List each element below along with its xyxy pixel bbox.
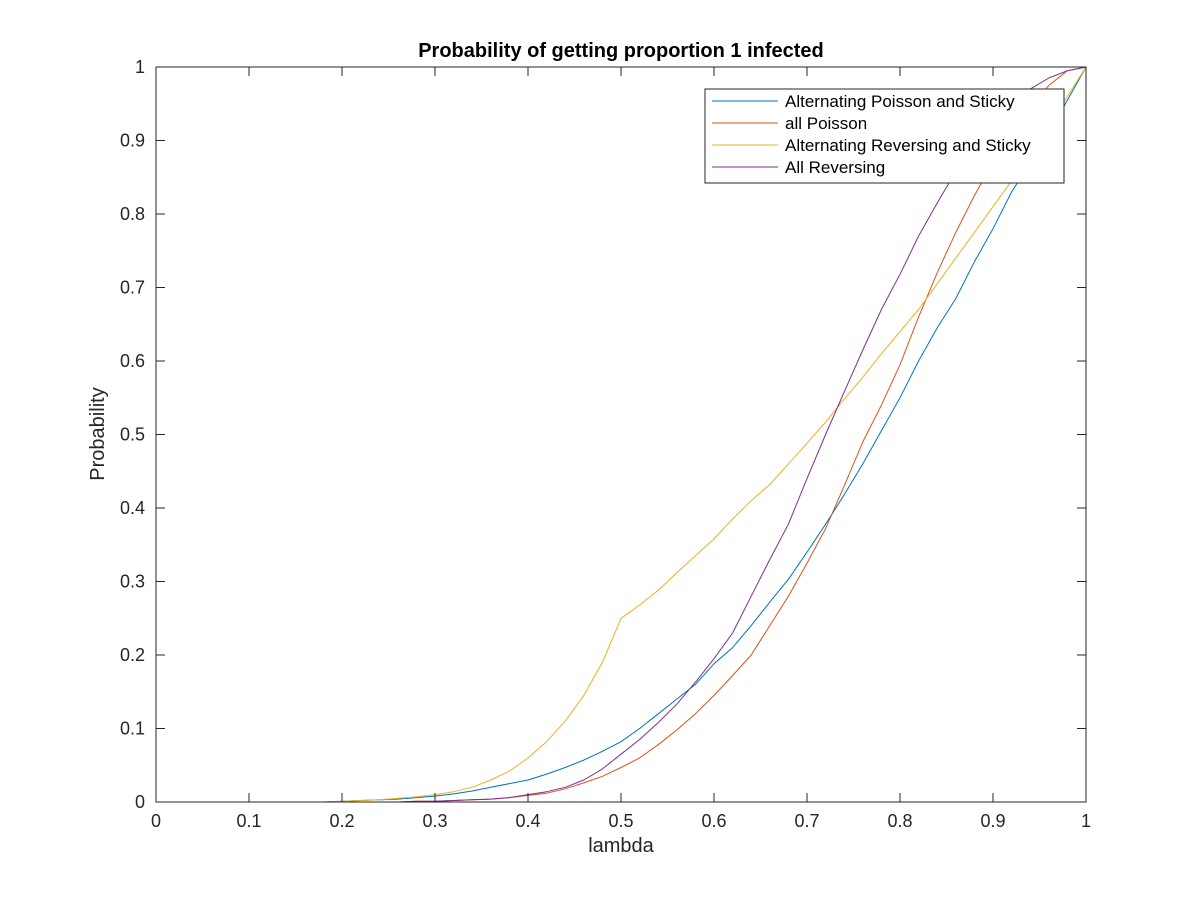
y-tick-label: 0.7	[120, 278, 145, 298]
y-tick-label: 0.3	[120, 572, 145, 592]
y-tick-label: 0.2	[120, 645, 145, 665]
x-tick-label: 0.4	[515, 811, 540, 831]
chart-title: Probability of getting proportion 1 infe…	[418, 40, 824, 62]
x-axis-label: lambda	[588, 835, 654, 857]
x-tick-label: 0.3	[422, 811, 447, 831]
legend-label: All Reversing	[785, 158, 885, 177]
y-axis-label: Probability	[87, 387, 109, 480]
y-tick-label: 0.1	[120, 719, 145, 739]
plot-area	[156, 67, 1086, 802]
y-tick-label: 0.9	[120, 131, 145, 151]
y-tick-label: 0.4	[120, 498, 145, 518]
tick-labels: 0 0.1 0.2 0.3 0.4 0.5 0.6 0.7 0.8 0.9 1 0 0.1 0.2 0.3 0…	[120, 57, 1091, 831]
y-tick-label: 1	[135, 57, 145, 77]
x-tick-label: 0.1	[236, 811, 261, 831]
x-tick-label: 0.2	[329, 811, 354, 831]
y-tick-label: 0.8	[120, 204, 145, 224]
legend-label: all Poisson	[785, 114, 867, 133]
legend: Alternating Poisson and Sticky all Poisso…	[704, 88, 1065, 184]
legend-label: Alternating Poisson and Sticky	[785, 92, 1015, 111]
legend-label: Alternating Reversing and Sticky	[785, 136, 1031, 155]
x-tick-label: 0.7	[794, 811, 819, 831]
x-tick-label: 0.6	[701, 811, 726, 831]
y-tick-label: 0.6	[120, 351, 145, 371]
x-tick-label: 0.5	[608, 811, 633, 831]
x-tick-label: 1	[1081, 811, 1091, 831]
y-tick-label: 0.5	[120, 425, 145, 445]
y-tick-label: 0	[135, 792, 145, 812]
x-tick-label: 0.8	[887, 811, 912, 831]
ticks	[155, 66, 1087, 803]
x-tick-label: 0.9	[980, 811, 1005, 831]
x-tick-label: 0	[151, 811, 161, 831]
